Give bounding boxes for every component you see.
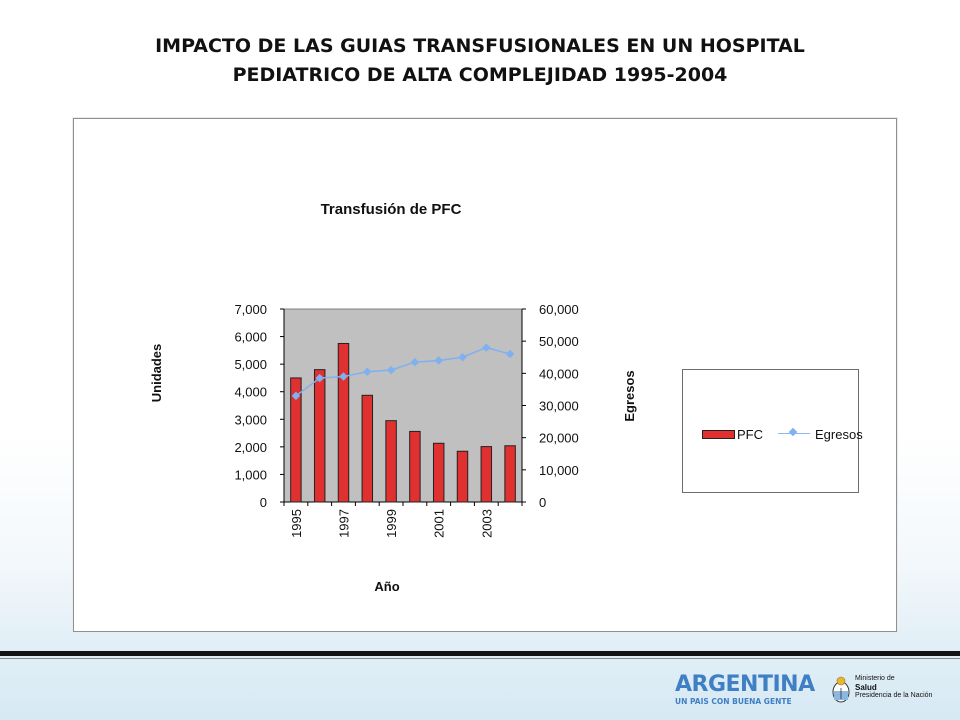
legend-label-pfc: PFC	[737, 427, 763, 442]
bar-pfc-1997	[337, 342, 350, 503]
point-egresos-2002	[458, 353, 467, 362]
y2-tick-label: 40,000	[539, 366, 579, 381]
coat-of-arms-icon	[832, 676, 850, 703]
x-tick-label-2003: 2003	[479, 509, 494, 538]
y-tick-label: 7,000	[234, 302, 267, 317]
ministry-line-3: Presidencia de la Nación	[855, 692, 933, 699]
brand-tagline: UN PAIS CON BUENA GENTE	[675, 697, 792, 706]
bar-pfc-1999	[385, 420, 397, 503]
y-axis-label: Unidades	[149, 344, 164, 403]
bar-pfc-2000	[409, 430, 421, 503]
footer-divider-thin	[0, 658, 960, 659]
legend: PFC Egresos	[682, 369, 863, 493]
slide-title-line-2: PEDIATRICO DE ALTA COMPLEJIDAD 1995-2004	[232, 64, 728, 86]
bar-pfc-2003	[480, 446, 493, 503]
legend-swatch-pfc	[702, 430, 735, 439]
x-tick-label-1999: 1999	[384, 509, 399, 538]
point-egresos-2003	[482, 343, 491, 352]
y-tick-label: 5,000	[234, 357, 267, 372]
point-egresos-1998	[363, 367, 372, 376]
x-tick-label-1997: 1997	[337, 509, 352, 538]
y-tick-label: 2,000	[234, 440, 267, 455]
bar-pfc-1995	[290, 377, 302, 503]
x-tick-label-2001: 2001	[432, 509, 447, 538]
y2-tick-label: 30,000	[539, 399, 579, 414]
y-tick-label: 1,000	[234, 467, 267, 482]
chart-title: Transfusión de PFC	[321, 201, 462, 218]
x-tick-label-1995: 1995	[289, 509, 304, 538]
point-egresos-2004	[505, 349, 515, 359]
y-tick-label: 3,000	[234, 412, 267, 427]
y2-tick-label: 20,000	[539, 431, 579, 446]
ministry-line-2: Salud	[855, 682, 877, 692]
legend-marker-egresos	[788, 427, 798, 437]
argentina-logo: ARGENTINA UN PAIS CON BUENA GENTE	[675, 673, 815, 709]
y2-tick-label: 60,000	[539, 302, 579, 317]
line-egresos	[295, 346, 511, 397]
point-egresos-2000	[410, 357, 420, 367]
y-tick-label: 6,000	[234, 330, 267, 345]
point-egresos-1999	[386, 365, 396, 375]
y2-axis-label: Egresos	[622, 370, 637, 421]
bar-pfc-2001	[432, 442, 445, 503]
chart-frame: Transfusión de PFC Unidades Egresos Año …	[73, 118, 897, 632]
footer-divider	[0, 651, 960, 656]
bar-pfc-1996	[313, 369, 326, 503]
y-tick-label: 4,000	[234, 385, 267, 400]
brand-word: ARGENTINA	[675, 672, 815, 697]
chart: Transfusión de PFC Unidades Egresos Año …	[149, 201, 637, 594]
slide-title: IMPACTO DE LAS GUIAS TRANSFUSIONALES EN …	[0, 32, 960, 90]
y2-tick-label: 0	[539, 495, 546, 510]
point-egresos-1995	[291, 391, 301, 401]
legend-label-egresos: Egresos	[815, 427, 863, 442]
x-axis-label: Año	[374, 579, 399, 594]
bar-pfc-2002	[456, 450, 469, 503]
point-egresos-2001	[434, 356, 443, 365]
y-tick-label: 0	[260, 495, 267, 510]
bar-pfc-2004	[504, 445, 516, 503]
ministry-label: Ministerio de Salud Presidencia de la Na…	[855, 675, 932, 701]
ministry-line-1: Ministerio de	[855, 675, 895, 682]
y2-tick-label: 10,000	[539, 463, 579, 478]
slide-title-line-1: IMPACTO DE LAS GUIAS TRANSFUSIONALES EN …	[155, 35, 805, 57]
point-egresos-1996	[315, 373, 324, 383]
bar-pfc-1998	[361, 394, 374, 503]
y2-tick-label: 50,000	[539, 334, 579, 349]
